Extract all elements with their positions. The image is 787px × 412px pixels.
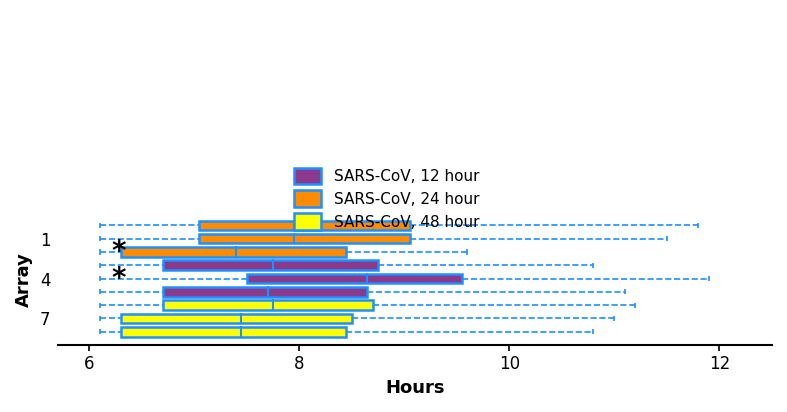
Bar	[163, 260, 378, 270]
X-axis label: Hours: Hours	[385, 379, 445, 397]
Y-axis label: Array: Array	[15, 253, 33, 307]
Bar	[199, 234, 409, 243]
Bar	[120, 314, 352, 323]
Bar	[246, 274, 462, 283]
Text: *: *	[111, 265, 126, 293]
Text: *: *	[111, 238, 126, 266]
Bar	[163, 287, 368, 297]
Bar	[163, 300, 373, 310]
Bar	[120, 327, 346, 337]
Legend: SARS-CoV, 12 hour, SARS-CoV, 24 hour, SARS-CoV, 48 hour: SARS-CoV, 12 hour, SARS-CoV, 24 hour, SA…	[294, 168, 479, 230]
Bar	[120, 247, 346, 257]
Bar	[199, 220, 409, 230]
